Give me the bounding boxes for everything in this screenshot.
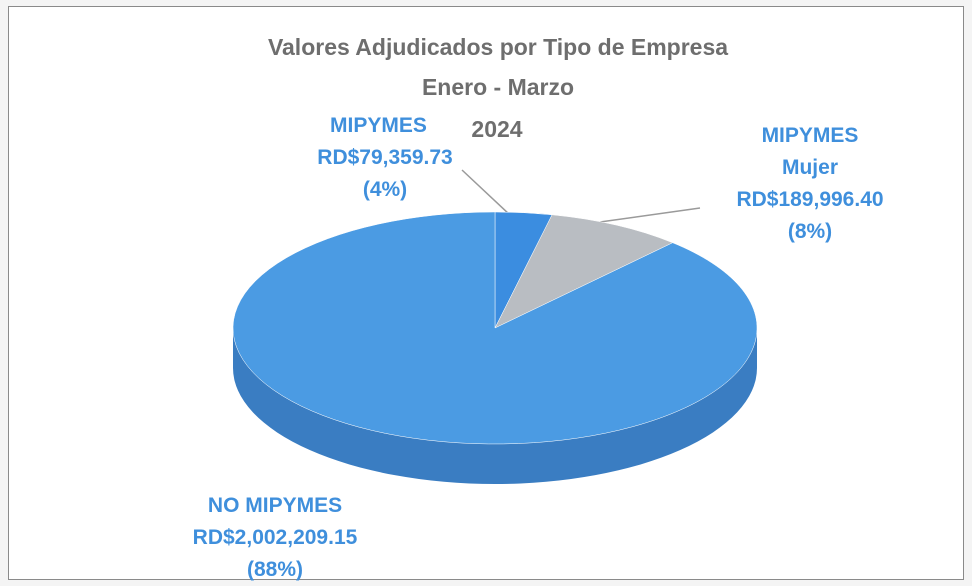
category-label: MIPYMES Mujer <box>761 124 859 179</box>
chart-title: Valores Adjudicados por Tipo de Empresa <box>267 34 729 60</box>
slice <box>232 211 758 445</box>
percent-label: (4%) <box>362 178 408 201</box>
slice-label: NO MIPYMES RD$2,002,209.15 (88%) <box>180 490 370 586</box>
chart-year: 2024 <box>471 116 523 142</box>
leader-line <box>599 207 701 223</box>
slice-label: MIPYMES RD$79,359.73 (4%) <box>290 110 480 206</box>
slice <box>494 214 674 329</box>
value-label: RD$189,996.40 <box>736 188 884 211</box>
category-label: NO MIPYMES <box>207 494 343 517</box>
chart-subtitle: Enero - Marzo <box>421 74 575 100</box>
percent-label: (8%) <box>787 220 833 243</box>
leader-line <box>461 169 511 216</box>
value-label: RD$79,359.73 <box>317 146 453 169</box>
percent-label: (88%) <box>246 558 304 581</box>
value-label: RD$2,002,209.15 <box>192 526 358 549</box>
category-label: MIPYMES <box>330 114 427 137</box>
slice-side <box>233 328 757 484</box>
slice-label: MIPYMES Mujer RD$189,996.40 (8%) <box>705 120 915 248</box>
